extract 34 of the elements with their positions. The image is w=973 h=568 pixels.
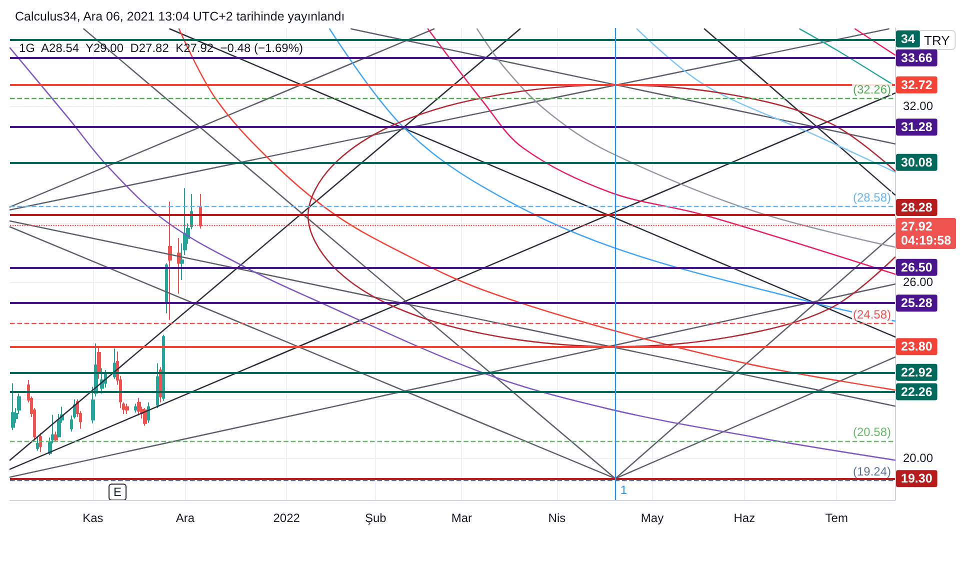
- ref-line-label: (20.58): [852, 425, 891, 440]
- text: TRY: [924, 33, 950, 48]
- ref-line-label: 33.66: [901, 50, 932, 65]
- ref-line-label: (19.24): [852, 464, 891, 478]
- ref-line-label: 22.26: [901, 384, 932, 399]
- x-tick-label: Nis: [548, 511, 566, 525]
- ref-line-label: 19.30: [901, 472, 932, 486]
- ref-line-label: 22.92: [901, 365, 932, 380]
- ref-line-label: 1: [620, 483, 628, 497]
- ref-line-label: 27.92 04:19:58: [901, 219, 952, 248]
- ref-line-label: (28.58): [852, 190, 891, 204]
- y-tick-label: 20.00: [903, 451, 934, 466]
- y-tick-label: 32.00: [903, 99, 934, 114]
- ref-line-label: 31.28: [901, 120, 932, 134]
- ref-line-label: 25.28: [901, 296, 932, 310]
- ref-line-label: 30.08: [901, 155, 932, 170]
- x-tick-label: Tem: [825, 511, 848, 525]
- x-tick-label: Mar: [451, 511, 472, 525]
- y-tick-label: 26.00: [903, 275, 934, 290]
- ref-line-label: 28.28: [901, 200, 932, 214]
- ref-line-label: 32.72: [901, 78, 932, 92]
- ref-line-label: (24.58): [852, 308, 891, 322]
- ref-line-label: (32.26): [852, 82, 891, 96]
- x-tick-label: Haz: [734, 511, 756, 525]
- x-tick-label: 2022: [273, 511, 300, 525]
- ref-line-label: 34: [901, 32, 915, 46]
- x-tick-label: Şub: [364, 511, 387, 525]
- x-tick-label: Ara: [176, 511, 195, 525]
- annotation: E: [114, 485, 122, 500]
- ref-line-label: 23.80: [901, 340, 932, 354]
- x-tick-label: Kas: [82, 511, 104, 525]
- ref-line-label: 26.50: [901, 260, 932, 274]
- chart-title: Calculus34, Ara 06, 2021 13:04 UTC+2 tarihinde yayınlandı: [15, 10, 345, 24]
- x-tick-label: May: [640, 511, 664, 525]
